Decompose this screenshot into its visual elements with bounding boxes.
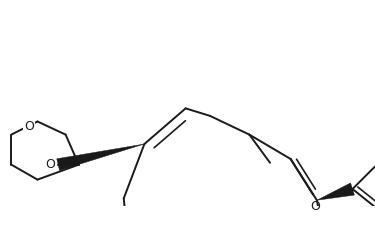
Text: O: O (24, 120, 34, 133)
Text: O: O (45, 158, 55, 171)
Text: O: O (310, 200, 320, 213)
Polygon shape (317, 183, 354, 200)
Polygon shape (57, 144, 144, 170)
